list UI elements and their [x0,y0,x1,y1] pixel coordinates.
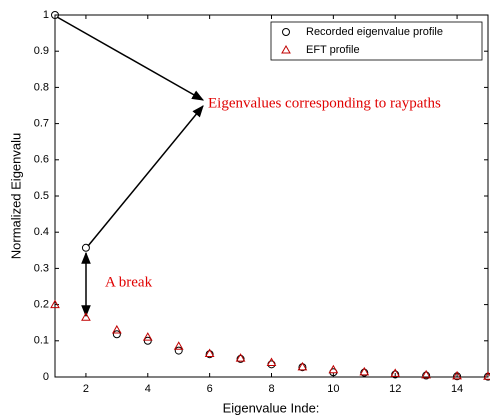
y-tick-label: 0.4 [34,226,49,238]
legend-label: Recorded eigenvalue profile [306,26,443,38]
data-point [50,299,60,309]
annotation: A break [105,274,153,290]
plot-frame [54,14,489,378]
y-tick-label: 0.9 [34,45,49,57]
data-point [328,364,339,374]
data-point [142,332,153,341]
y-tick-label: 1 [43,9,49,21]
data-point [205,350,214,359]
data-point [173,341,184,350]
data-point [421,369,432,379]
data-point [51,11,59,19]
data-point [81,243,90,252]
data-point [143,336,152,345]
arrow [87,105,204,247]
x-tick-label: 8 [268,383,274,395]
data-point [236,354,245,363]
data-point [235,353,246,362]
y-tick-label: 0.5 [34,190,49,202]
y-tick-label: 0.6 [34,154,49,166]
data-point [422,371,431,380]
data-point [452,370,462,380]
legend-marker [281,44,291,54]
data-point [111,324,122,334]
y-tick-label: 0.7 [34,118,49,130]
x-tick-label: 6 [207,383,213,395]
data-point [360,368,369,377]
data-point [297,361,308,371]
y-axis-label: Normalized Eigenvalu [8,133,23,259]
y-tick-label: 0.8 [34,81,49,93]
x-tick-label: 2 [83,383,89,395]
data-point [483,371,490,380]
data-point [390,368,401,377]
annotation: Eigenvalues corresponding to raypaths [208,95,441,111]
x-tick-label: 12 [389,383,401,395]
legend [270,21,483,61]
arrow [56,16,205,101]
data-point [266,357,277,367]
data-point [391,370,400,379]
x-tick-label: 4 [145,383,151,395]
data-point [204,348,215,357]
y-tick-label: 0 [43,371,49,383]
data-point [81,312,91,321]
legend-marker [282,28,290,36]
y-tick-label: 0.3 [34,262,49,274]
y-tick-label: 0.1 [34,335,49,347]
data-point [174,346,183,355]
x-tick-label: 10 [327,383,339,395]
legend-label: EFT profile [306,44,360,56]
y-tick-label: 0.2 [34,299,49,311]
data-point [359,366,370,376]
data-point [112,330,121,339]
x-axis-label: Eigenvalue Inde: [223,400,320,415]
x-tick-label: 14 [451,383,463,395]
